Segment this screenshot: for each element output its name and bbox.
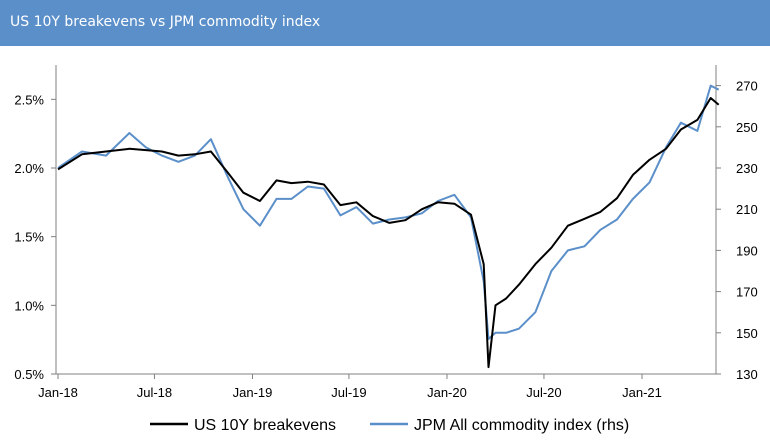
left-tick-label: 2.0% xyxy=(14,161,44,176)
x-tick-label: Jan-18 xyxy=(38,385,78,400)
right-tick-label: 150 xyxy=(736,326,758,341)
right-tick-label: 230 xyxy=(736,161,758,176)
x-tick-label: Jul-19 xyxy=(331,385,366,400)
x-tick-label: Jan-21 xyxy=(622,385,662,400)
legend-label-breakevens: US 10Y breakevens xyxy=(194,417,336,434)
x-tick-label: Jul-18 xyxy=(137,385,172,400)
right-tick-label: 210 xyxy=(736,202,758,217)
left-tick-label: 2.5% xyxy=(14,92,44,107)
title-bar: US 10Y breakevens vs JPM commodity index xyxy=(0,0,770,46)
x-tick-label: Jul-20 xyxy=(526,385,561,400)
commodity-line xyxy=(57,84,720,340)
right-tick-label: 170 xyxy=(736,285,758,300)
right-tick-label: 250 xyxy=(736,120,758,135)
x-tick-label: Jan-19 xyxy=(233,385,273,400)
left-tick-label: 1.5% xyxy=(14,230,44,245)
chart: 0.5% 1.0% 1.5% 2.0% 2.5% 130 150 170 190 210 230 2… xyxy=(14,65,758,434)
right-tick-label: 270 xyxy=(736,79,758,94)
left-tick-label: 1.0% xyxy=(14,298,44,313)
x-tick-label: Jan-20 xyxy=(427,385,467,400)
chart-title: US 10Y breakevens vs JPM commodity index xyxy=(10,14,321,30)
left-tick-label: 0.5% xyxy=(14,367,44,382)
right-tick-label: 130 xyxy=(736,367,758,382)
right-tick-label: 190 xyxy=(736,243,758,258)
legend-label-commodity: JPM All commodity index (rhs) xyxy=(414,417,629,434)
breakevens-line xyxy=(57,97,720,369)
